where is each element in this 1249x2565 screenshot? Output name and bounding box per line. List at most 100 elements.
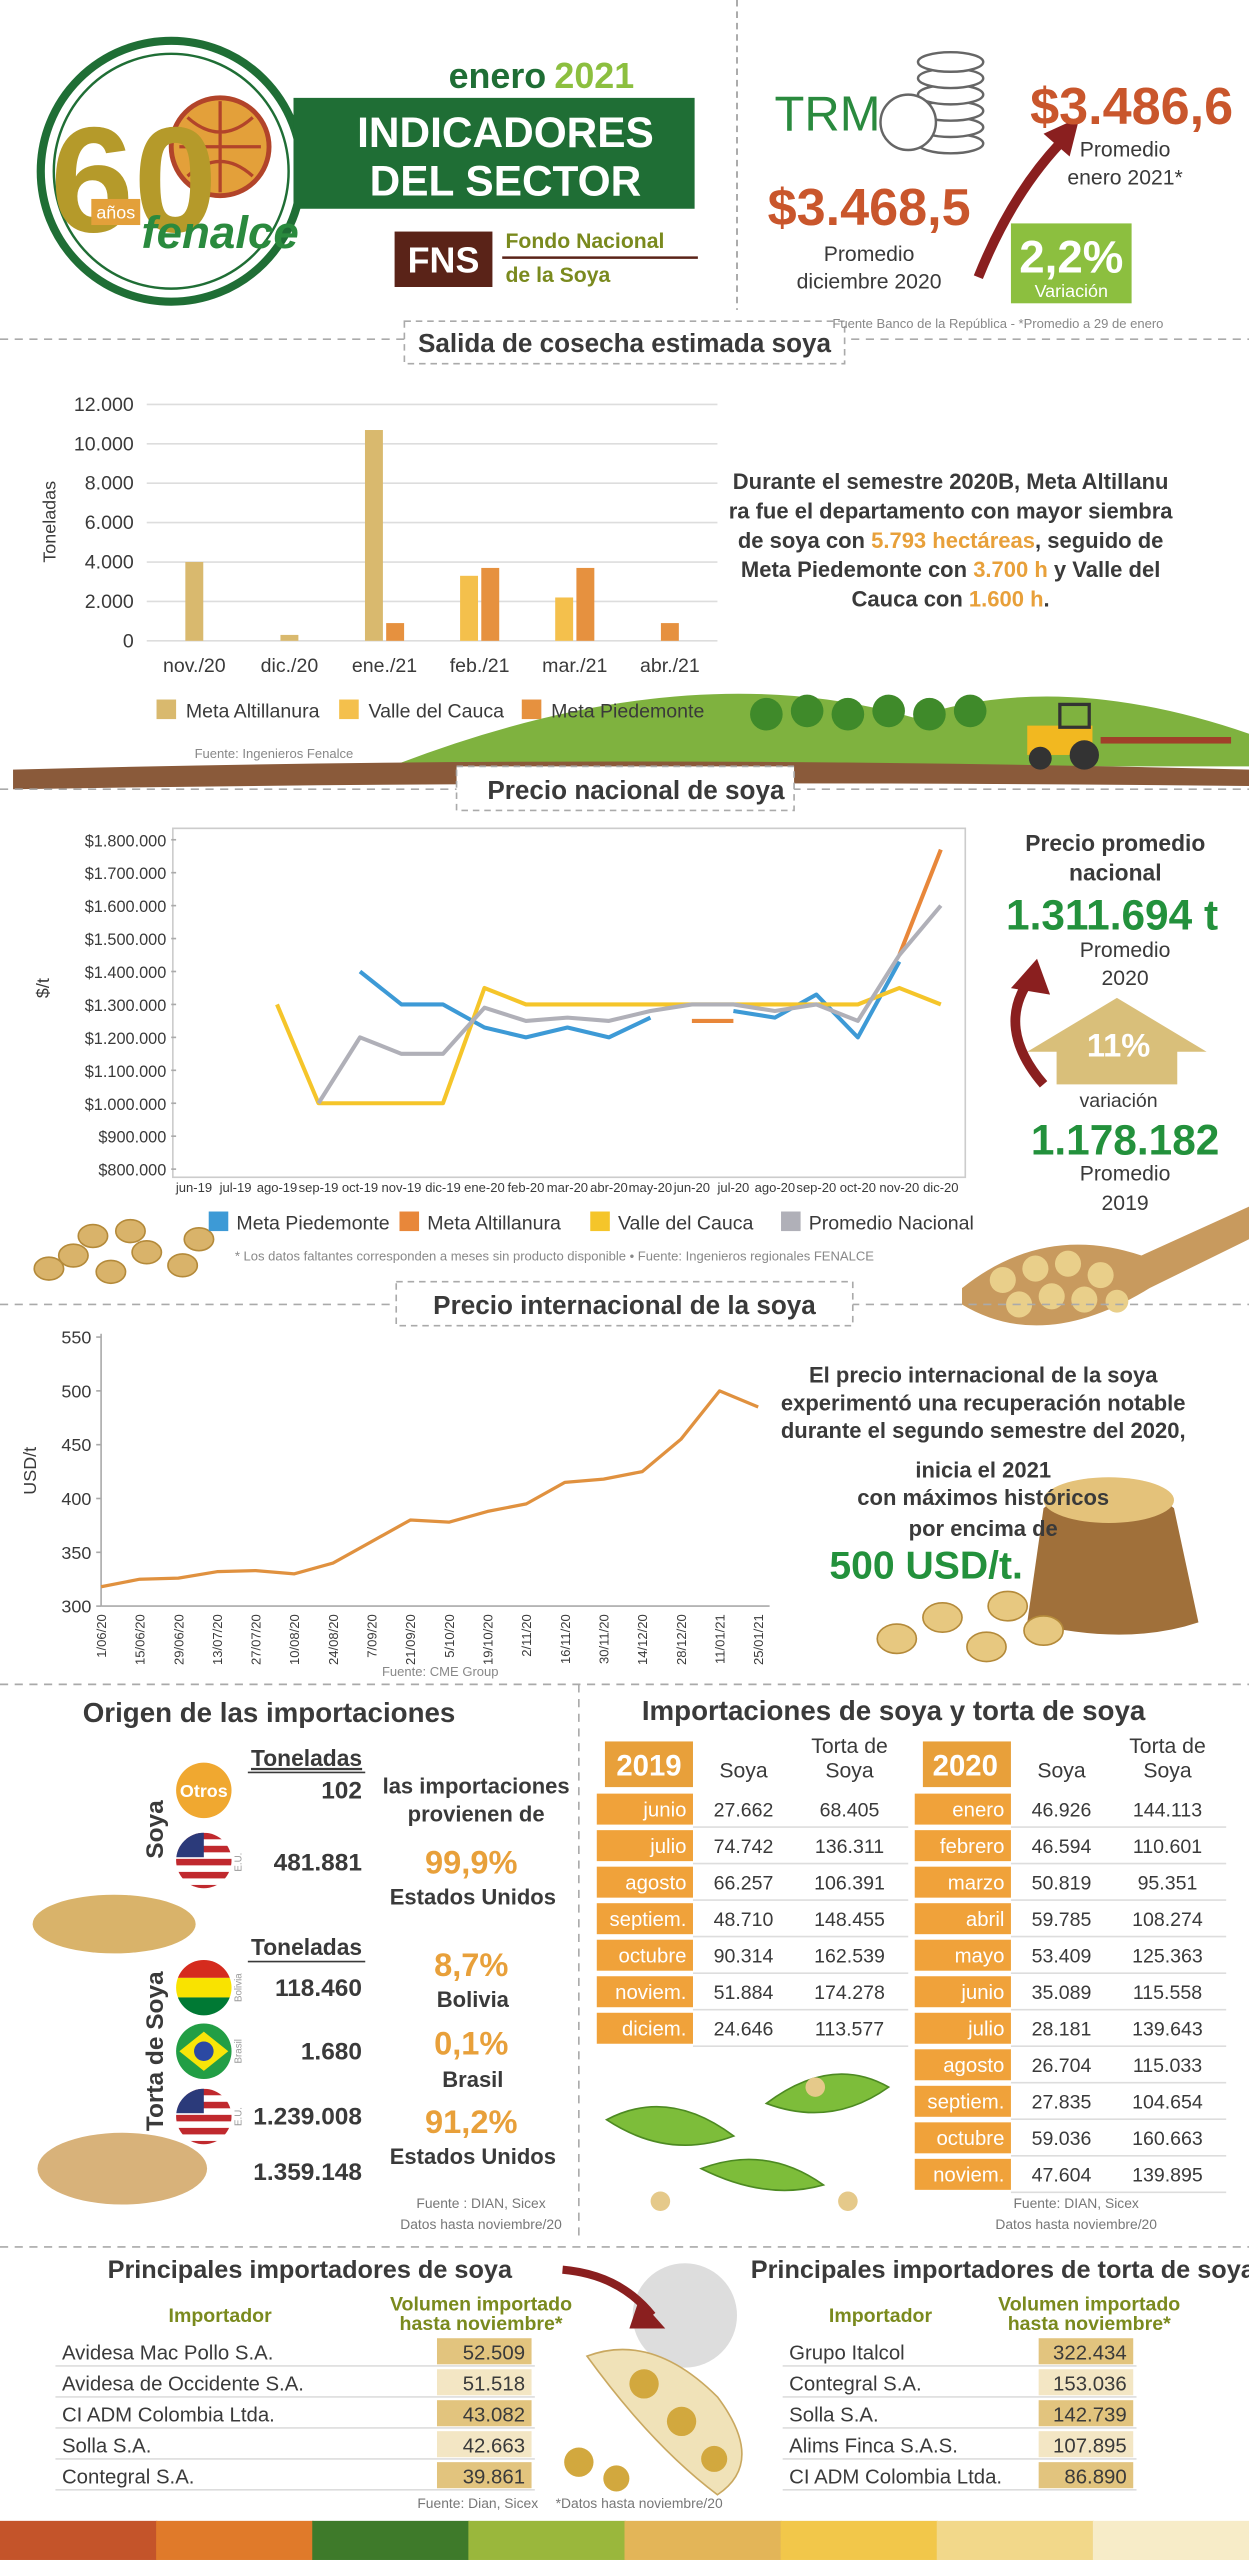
y-tick-label: 4.000 [85,552,134,574]
volume: 43.082 [463,2404,525,2426]
value-box [436,2462,532,2489]
x-tick-label: may-20 [629,1180,672,1195]
change: 11% [1087,1027,1150,1064]
average-value: 1.178.182 [1031,1116,1220,1163]
share: 8,7% [434,1946,508,1983]
month-box [914,2158,1011,2190]
line [316,904,943,1105]
bar [555,597,574,641]
x-tick-label: 15/06/20 [133,1614,148,1665]
cell: 104.654 [1132,2092,1203,2114]
y-tick-label: 6.000 [85,512,134,534]
x-tick-label: mar./21 [542,655,607,677]
flag-label: E.U. [233,1853,244,1872]
text-segment: Durante el semestre 2020B, Meta Altillan… [733,469,1169,494]
x-tick-label: 16/11/20 [558,1614,573,1664]
month-box [596,2012,693,2044]
cell: 113.577 [815,2019,884,2041]
x-tick-label: sep-19 [299,1180,339,1195]
cell: 160.663 [1132,2128,1203,2150]
color-band [1092,2520,1249,2560]
caption: Promedio [1080,139,1171,162]
month-box [914,1903,1011,1935]
importer: Avidesa de Occidente S.A. [62,2373,304,2395]
section-title: Principales importadores de soya [108,2256,513,2284]
y-tick-label: 8.000 [85,473,134,495]
x-tick-label: abr-20 [590,1180,628,1195]
importer: Alims Finca S.A.S. [789,2435,958,2457]
text-segment: ra fue el departamento con mayor siembra [729,499,1174,524]
caption: variación [1079,1090,1157,1112]
column-header: Soya [719,1759,768,1782]
y-tick-label: $1.300.000 [85,997,167,1015]
cell: 47.604 [1032,2165,1092,2187]
caption: las importaciones [383,1774,570,1799]
x-tick-label: jun-20 [673,1180,710,1195]
x-tick-label: feb-20 [507,1180,544,1195]
cell: 90.314 [714,1946,774,1968]
y-axis-label: $/t [33,978,53,998]
text-segment: y Valle del [1048,557,1161,582]
importer: CI ADM Colombia Ltda. [62,2404,275,2426]
cell: 35.089 [1032,1982,1092,2004]
cell: 27.662 [714,1799,774,1821]
cell: 27.835 [1032,2092,1092,2114]
month-box [914,1939,1011,1971]
bar [364,430,383,641]
month: noviem. [615,1982,686,2004]
legend-swatch [208,1211,229,1232]
column-header: Soya [825,1759,874,1782]
year: 2021 [554,56,634,96]
importer: Contegral S.A. [789,2373,922,2395]
logo-years: años [96,203,135,223]
average-value: 1.311.694 t [1006,891,1218,938]
color-band [468,2520,626,2560]
importer: CI ADM Colombia Ltda. [789,2466,1002,2488]
group-label: Soya [142,1800,169,1859]
month-box [914,1830,1011,1862]
x-tick-label: dic./20 [261,655,319,677]
section-title: Principales importadores de torta de soy… [751,2256,1249,2284]
volume: 153.036 [1053,2373,1127,2395]
y-tick-label: $1.600.000 [85,898,167,916]
x-tick-label: jul-19 [219,1180,252,1195]
y-axis-label: USD/t [20,1447,40,1495]
month-box [914,2012,1011,2044]
value-box [436,2369,532,2396]
note: * Los datos faltantes corresponden a mes… [235,1248,874,1263]
y-tick-label: 0 [123,630,134,652]
x-tick-label: ene-20 [464,1180,505,1195]
value-box [1038,2400,1134,2427]
month-box [596,1939,693,1971]
column-header: Soya [1037,1759,1086,1782]
y-tick-label: 550 [61,1328,91,1348]
flag-label: Otros [180,1781,228,1801]
month: febrero [940,1836,1005,1858]
share: 0,1% [434,2025,508,2062]
total: 1.359.148 [253,2159,362,2186]
cell: 148.455 [814,1909,885,1931]
text-segment: . [1044,587,1050,612]
cell: 66.257 [714,1872,774,1894]
source: Fuente: CME Group [382,1664,499,1679]
column-header: hasta noviembre* [1008,2313,1171,2335]
note: durante el segundo semestre del 2020, [781,1418,1186,1443]
x-tick-label: oct-19 [342,1180,378,1195]
share: 91,2% [425,2103,517,2140]
text-segment: de soya con [738,528,871,553]
tonnes: 481.881 [274,1849,362,1876]
note: por encima de [909,1516,1058,1541]
cell: 24.646 [714,2019,774,2041]
x-tick-label: 1/06/20 [94,1614,109,1657]
x-tick-label: 2/11/20 [519,1614,534,1657]
month: noviem. [933,2165,1004,2187]
column-header: Importador [169,2305,273,2327]
y-tick-label: $1.800.000 [85,832,167,850]
cell: 144.113 [1133,1799,1202,1821]
cell: 50.819 [1032,1872,1092,1894]
legend-label: Meta Piedemonte [236,1212,389,1234]
value-box [1038,2431,1134,2458]
rich-text: Meta Piedemonte con 3.700 h y Valle del [741,557,1160,582]
line [691,848,943,1023]
caption: Bolivia [437,1987,510,2012]
